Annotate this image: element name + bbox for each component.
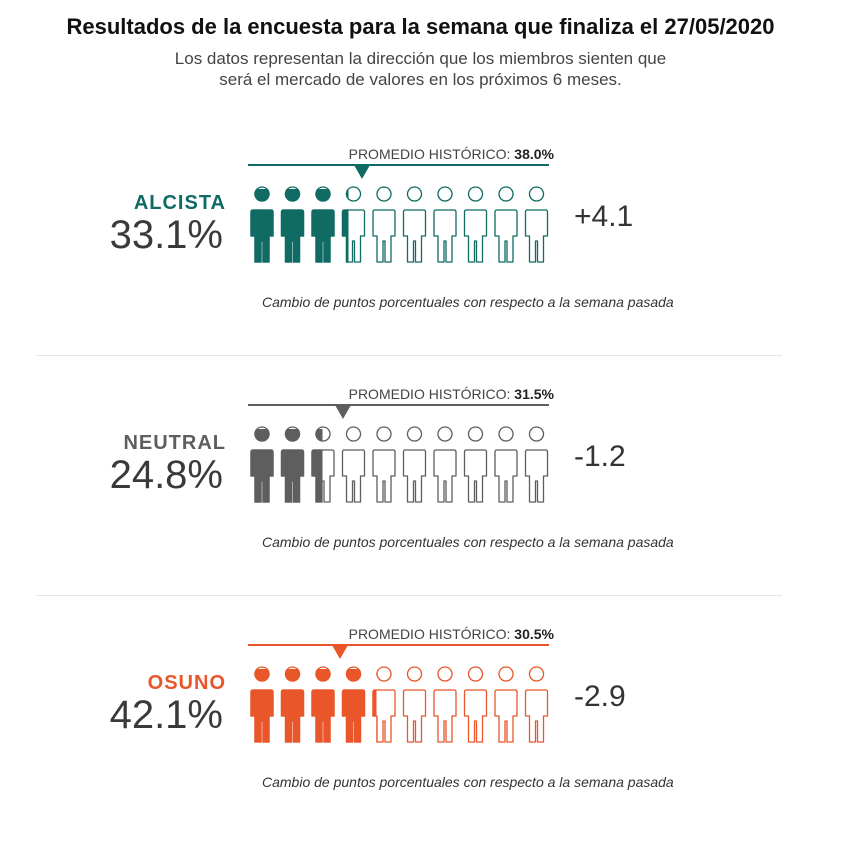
person-icon [372, 666, 396, 743]
person-icon [311, 186, 335, 263]
historical-average-marker-icon [331, 645, 348, 659]
weekly-change: -2.9 [574, 680, 626, 713]
category-percentage: 42.1% [109, 693, 223, 737]
historical-average-value: 38.0% [514, 146, 554, 162]
person-icon [372, 426, 396, 503]
historical-average-marker-icon [334, 405, 351, 419]
section-osuno: PROMEDIO HISTÓRICO: 30.5% OSUNO 42.1% -2… [0, 626, 841, 866]
person-icon [524, 426, 549, 503]
person-icon [372, 186, 396, 263]
person-icon [524, 186, 549, 263]
historical-average-label: PROMEDIO HISTÓRICO: 30.5% [348, 626, 554, 642]
person-icon [250, 426, 274, 503]
category-percentage: 24.8% [109, 453, 223, 497]
person-icon [341, 666, 366, 743]
person-icon [341, 426, 366, 503]
category-label: NEUTRAL [123, 432, 226, 454]
person-icon [280, 186, 305, 263]
historical-average-value: 30.5% [514, 626, 554, 642]
person-icon [402, 186, 427, 263]
person-icon [494, 666, 518, 743]
section-divider [36, 595, 782, 596]
historical-average-line [248, 644, 549, 646]
change-note: Cambio de puntos porcentuales con respec… [262, 774, 674, 790]
chart-subtitle: Los datos representan la dirección que l… [0, 48, 841, 90]
section-divider [36, 355, 782, 356]
person-icon [494, 186, 518, 263]
person-icon [250, 186, 274, 263]
person-icon [433, 666, 457, 743]
historical-average-marker-icon [354, 165, 371, 179]
person-icon [402, 666, 427, 743]
section-neutral: PROMEDIO HISTÓRICO: 31.5% NEUTRAL 24.8% … [0, 386, 841, 626]
people-pictogram [250, 666, 549, 743]
person-icon [341, 186, 366, 263]
person-icon [494, 426, 518, 503]
person-icon [280, 426, 305, 503]
person-icon [311, 426, 335, 503]
weekly-change: +4.1 [574, 200, 634, 233]
subtitle-line-2: será el mercado de valores en los próxim… [219, 70, 622, 89]
person-icon [250, 666, 274, 743]
person-icon [311, 666, 335, 743]
historical-average-line [248, 404, 549, 406]
person-icon [463, 186, 488, 263]
person-icon [463, 426, 488, 503]
person-icon [463, 666, 488, 743]
historical-average-label: PROMEDIO HISTÓRICO: 38.0% [348, 146, 554, 162]
people-pictogram [250, 186, 549, 263]
person-icon [402, 426, 427, 503]
section-alcista: PROMEDIO HISTÓRICO: 38.0% ALCISTA 33.1% … [0, 146, 841, 386]
category-label: ALCISTA [133, 192, 226, 214]
person-icon [433, 426, 457, 503]
historical-average-value: 31.5% [514, 386, 554, 402]
change-note: Cambio de puntos porcentuales con respec… [262, 294, 674, 310]
weekly-change: -1.2 [574, 440, 626, 473]
person-icon [433, 186, 457, 263]
category-percentage: 33.1% [109, 213, 223, 257]
category-label: OSUNO [147, 672, 226, 694]
person-icon [280, 666, 305, 743]
historical-average-label: PROMEDIO HISTÓRICO: 31.5% [348, 386, 554, 402]
chart-title: Resultados de la encuesta para la semana… [66, 14, 775, 39]
change-note: Cambio de puntos porcentuales con respec… [262, 534, 674, 550]
people-pictogram [250, 426, 549, 503]
subtitle-line-1: Los datos representan la dirección que l… [174, 49, 667, 68]
historical-average-line [248, 164, 549, 166]
person-icon [524, 666, 549, 743]
